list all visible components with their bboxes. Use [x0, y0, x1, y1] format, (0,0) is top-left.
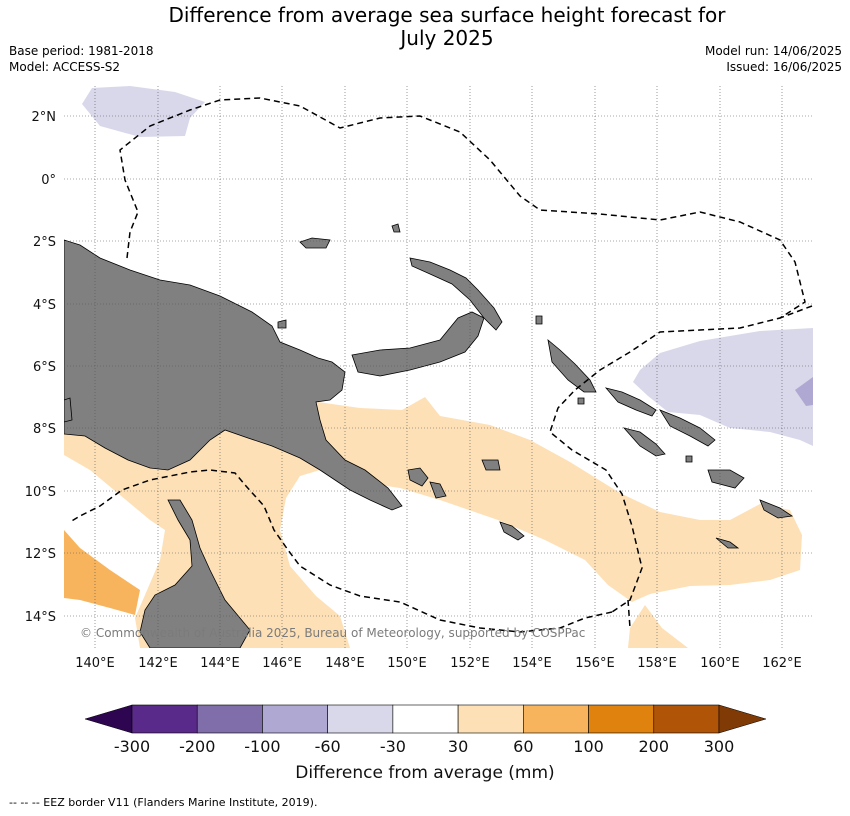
issued-date: Issued: 16/06/2025: [726, 60, 842, 74]
lat-label: 8°S: [33, 422, 56, 437]
land-vanuatu-north: [759, 499, 794, 519]
land-louisiade: [499, 521, 740, 549]
lat-label: 2°S: [33, 235, 56, 250]
colorbar-under: [84, 704, 133, 734]
eez-border-png-south: [69, 469, 613, 633]
lat-label: 2°N: [32, 110, 57, 125]
lon-label: 162°E: [762, 656, 802, 671]
lon-label: 160°E: [700, 656, 740, 671]
lon-label: 144°E: [200, 656, 240, 671]
meta-left: Base period: 1981-2018 Model: ACCESS-S2: [9, 43, 154, 75]
lat-label: 10°S: [25, 485, 56, 500]
base-period: Base period: 1981-2018: [9, 44, 154, 58]
graticule: [64, 86, 813, 648]
land-new-britain: [351, 311, 485, 377]
lon-label: 146°E: [262, 656, 302, 671]
colorbar-box: [196, 704, 263, 734]
lon-label: 158°E: [637, 656, 677, 671]
lon-label: 148°E: [325, 656, 365, 671]
colorbar-box: [653, 704, 720, 734]
colorbar-tick-label: 300: [704, 737, 735, 756]
colorbar-tick-label: 60: [513, 737, 533, 756]
anomaly-region-east-negative: [633, 328, 813, 446]
anomaly-region-north: [82, 86, 205, 137]
model-name: Model: ACCESS-S2: [9, 60, 121, 74]
title-line-1: Difference from average sea surface heig…: [168, 3, 726, 27]
colorbar-tick-label: -30: [380, 737, 406, 756]
anomaly-region-coral-sea: [64, 397, 802, 648]
colorbar-tick-label: -100: [244, 737, 280, 756]
colorbar-box: [523, 704, 589, 734]
title-line-2: July 2025: [400, 26, 494, 50]
land-solomon-3: [622, 427, 666, 457]
lon-label: 142°E: [138, 656, 178, 671]
colorbar-box: [262, 704, 328, 734]
lat-label: 0°: [41, 173, 56, 188]
colorbar-box: [588, 704, 655, 734]
eez-footnote: -- -- -- EEZ border V11 (Flanders Marine…: [9, 796, 318, 809]
lon-label: 152°E: [450, 656, 490, 671]
map-title: Difference from average sea surface heig…: [0, 4, 850, 50]
copyright-text: © Commonwealth of Australia 2025, Bureau…: [80, 626, 585, 640]
land-d-entrecasteaux: [407, 459, 501, 499]
colorbar-labels: -300 -200 -100 -60 -30 30 60 100 200 300: [114, 737, 734, 756]
colorbar-tick-label: -200: [179, 737, 215, 756]
latitude-labels: 2°N 0° 2°S 4°S 6°S 8°S 10°S 12°S 14°S: [25, 110, 56, 625]
lat-label: 14°S: [25, 610, 56, 625]
colorbar-boxes: [131, 704, 720, 734]
land-manus: [299, 237, 331, 249]
land-solomon-1: [604, 387, 657, 417]
land-solomon-2: [659, 409, 716, 447]
eez-border-png-north: [119, 97, 806, 613]
colorbar-tick-label: 200: [639, 737, 670, 756]
land-new-ireland: [409, 257, 503, 331]
anomaly-region-gulf-strong: [64, 530, 140, 615]
colorbar-tick-label: -300: [114, 737, 150, 756]
lon-label: 154°E: [512, 656, 552, 671]
lat-label: 6°S: [33, 360, 56, 375]
colorbar-tick-label: 100: [573, 737, 604, 756]
anomaly-region-east-strong: [795, 377, 813, 406]
colorbar-box: [392, 704, 459, 734]
longitude-labels: 140°E 142°E 144°E 146°E 148°E 150°E 152°E 154°E…: [75, 656, 802, 671]
eez-border-aus: [779, 305, 813, 319]
colorbar-title: Difference from average (mm): [295, 763, 554, 783]
colorbar-box: [327, 704, 394, 734]
colorbar-tick-label: -60: [315, 737, 341, 756]
lon-label: 150°E: [387, 656, 427, 671]
land-small-islands: [64, 223, 693, 463]
colorbar-over: [718, 704, 767, 734]
map-area: © Commonwealth of Australia 2025, Bureau…: [64, 86, 813, 648]
land-solomon-4: [707, 469, 745, 489]
land-cape-york: [139, 499, 251, 648]
lat-label: 4°S: [33, 298, 56, 313]
colorbar-box: [457, 704, 524, 734]
colorbar: -300 -200 -100 -60 -30 30 60 100 200 300 Differen…: [84, 704, 767, 783]
model-run: Model run: 14/06/2025: [704, 44, 842, 58]
colorbar-tick-label: 30: [448, 737, 468, 756]
eez-border-solomon-south: [627, 599, 631, 629]
lon-label: 140°E: [75, 656, 115, 671]
meta-right: Model run: 14/06/2025 Issued: 16/06/2025: [705, 43, 842, 75]
lat-label: 12°S: [25, 547, 56, 562]
lon-label: 156°E: [575, 656, 615, 671]
colorbar-box: [131, 704, 198, 734]
